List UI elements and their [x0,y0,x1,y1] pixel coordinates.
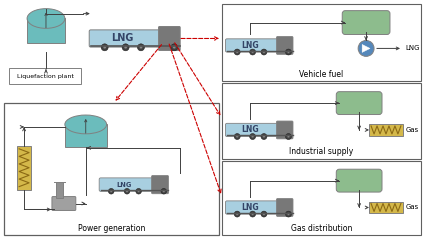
Bar [4,103,219,235]
Circle shape [263,51,265,53]
Bar [222,4,421,81]
Circle shape [171,44,178,51]
Circle shape [286,211,292,217]
Circle shape [236,135,238,138]
FancyBboxPatch shape [277,121,293,139]
Text: LNG: LNG [111,33,133,43]
Circle shape [249,211,255,217]
Circle shape [249,49,255,55]
Circle shape [108,189,114,194]
Text: Gas: Gas [406,205,419,211]
Circle shape [263,135,265,138]
Ellipse shape [65,115,107,134]
Bar [9,68,81,84]
Circle shape [234,49,240,55]
FancyBboxPatch shape [342,11,390,34]
Text: Vehicle fuel: Vehicle fuel [299,70,343,79]
Circle shape [124,46,127,49]
Bar [27,18,65,43]
Circle shape [137,44,144,51]
FancyBboxPatch shape [99,178,155,191]
Circle shape [358,40,374,56]
Text: Power generation: Power generation [78,224,145,233]
Text: Liquefaction plant: Liquefaction plant [17,74,74,79]
Text: LNG: LNG [406,45,420,51]
FancyBboxPatch shape [52,196,76,211]
Circle shape [261,211,267,217]
Circle shape [124,189,130,194]
Circle shape [234,134,240,140]
Text: Gas distribution: Gas distribution [291,224,352,233]
Text: LNG: LNG [241,41,259,50]
Text: LNG: LNG [241,203,259,212]
Circle shape [249,134,255,140]
Circle shape [173,46,176,49]
Circle shape [136,189,142,194]
FancyBboxPatch shape [336,169,382,192]
FancyBboxPatch shape [225,123,280,136]
Circle shape [101,44,108,51]
FancyBboxPatch shape [152,175,168,194]
Circle shape [122,44,129,51]
Circle shape [137,190,140,192]
FancyBboxPatch shape [89,30,162,47]
Circle shape [236,213,238,215]
FancyBboxPatch shape [277,199,293,216]
Circle shape [287,213,290,215]
Text: LNG: LNG [241,125,259,135]
Circle shape [234,211,240,217]
Ellipse shape [27,9,65,28]
Circle shape [261,49,267,55]
FancyBboxPatch shape [277,37,293,54]
Circle shape [286,134,292,140]
Circle shape [251,51,254,53]
FancyBboxPatch shape [225,201,280,214]
Circle shape [139,46,142,49]
Circle shape [287,51,290,53]
Bar [65,125,107,147]
Circle shape [251,135,254,138]
Circle shape [251,213,254,215]
Circle shape [110,190,113,192]
Circle shape [263,213,265,215]
Text: Gas: Gas [406,127,419,133]
Polygon shape [362,44,370,52]
Circle shape [236,51,238,53]
Circle shape [261,134,267,140]
Bar [222,161,421,235]
Bar [369,201,403,213]
Bar [369,124,403,136]
Bar [222,83,421,159]
Text: Industrial supply: Industrial supply [289,147,354,156]
FancyBboxPatch shape [159,27,180,50]
FancyBboxPatch shape [336,92,382,114]
Text: LNG: LNG [117,182,132,188]
Circle shape [287,135,290,138]
Circle shape [162,190,165,192]
Bar [57,182,63,198]
Circle shape [161,189,167,194]
Circle shape [286,49,292,55]
FancyBboxPatch shape [225,39,280,52]
Circle shape [103,46,106,49]
Circle shape [126,190,128,192]
Bar [17,146,31,190]
